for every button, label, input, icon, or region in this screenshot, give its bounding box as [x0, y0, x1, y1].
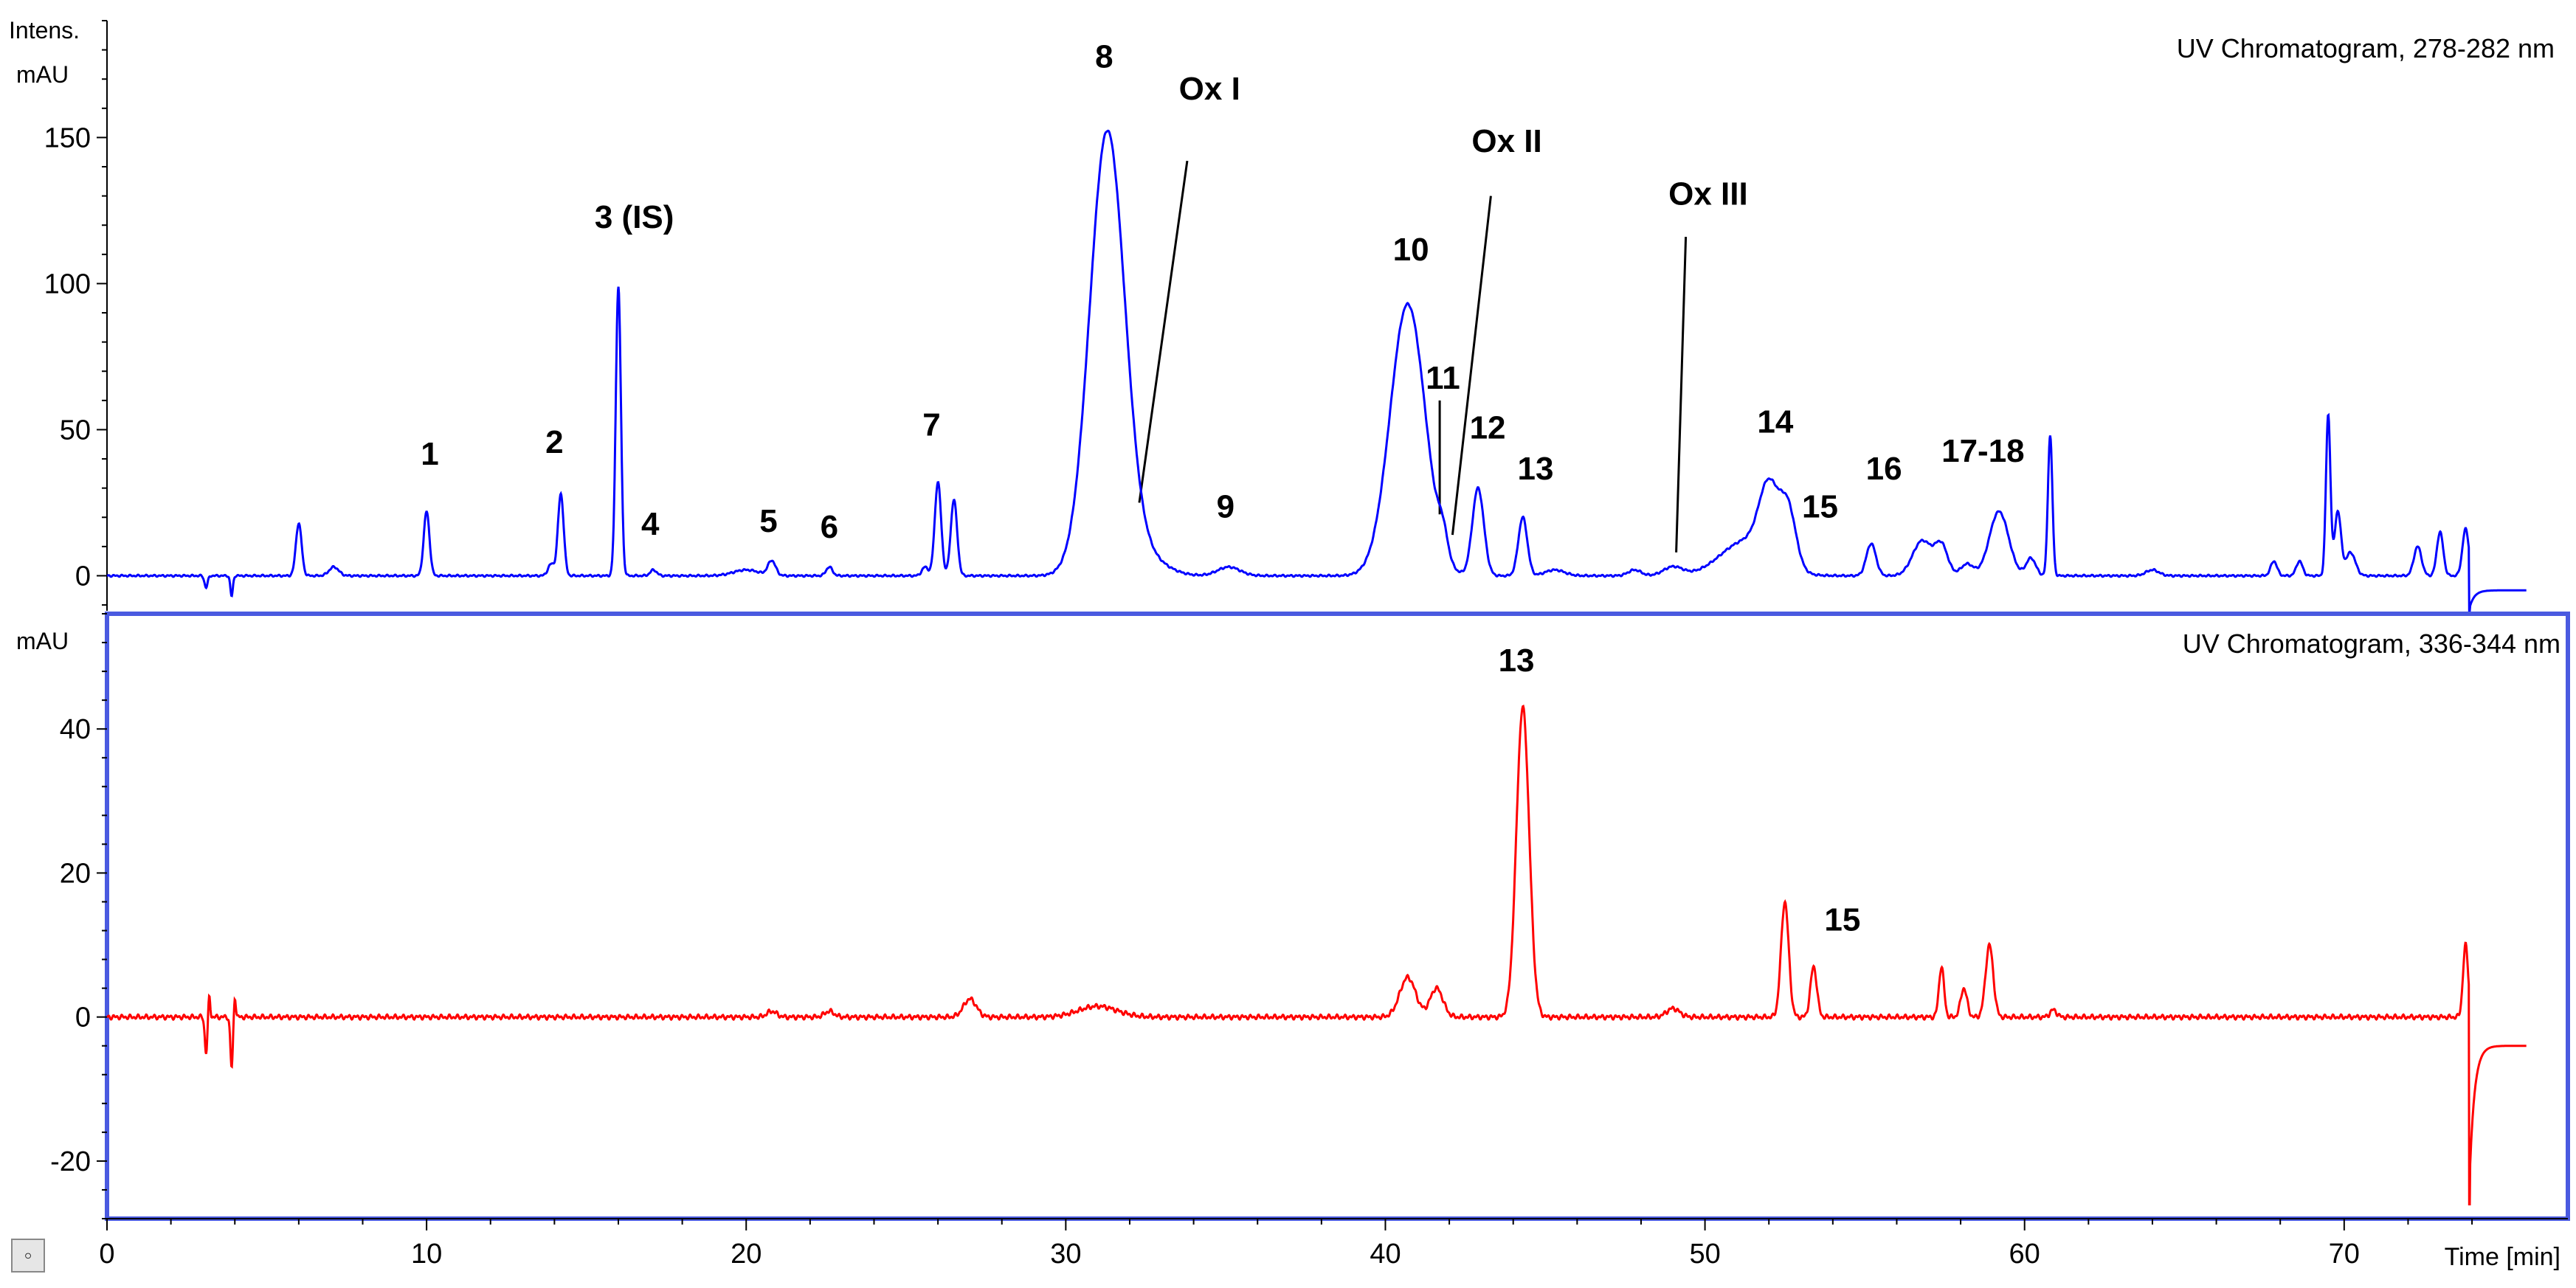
x-tick-label: 70 [2329, 1239, 2360, 1270]
top-trace-blue [106, 129, 2527, 612]
corner-widget-box[interactable] [11, 1239, 45, 1273]
corner-scroll-widget[interactable]: ◦ [11, 1239, 45, 1273]
peak-label: 3 (IS) [595, 199, 674, 235]
peak-label: 8 [1095, 38, 1113, 75]
peak-label: 13 [1518, 451, 1554, 487]
panel-top-278-282nm: 0 50 100 150 Intens. mAU UV Chromatogram, 2… [9, 17, 2555, 612]
x-axis: 0 10 20 30 40 50 60 70 Time [min] [99, 1218, 2568, 1271]
top-y-tick-label: 150 [44, 122, 91, 153]
peak-label: 10 [1393, 232, 1429, 268]
x-tick-label: 0 [99, 1239, 114, 1270]
leader-line [1138, 160, 1189, 503]
top-leader-lines [1138, 160, 1688, 553]
x-tick-label: 20 [731, 1239, 762, 1270]
top-panel-title: UV Chromatogram, 278-282 nm [2177, 33, 2555, 63]
peak-label: 17-18 [1941, 433, 2025, 469]
top-y-tick-label: 0 [75, 561, 91, 592]
bot-y-tick-label: 40 [60, 714, 91, 745]
top-y-ticks [97, 20, 107, 606]
panel-bottom-336-344nm: -20 0 20 40 mAU UV Chromatogram, 336-344 nm… [16, 612, 2570, 1221]
peak-label: 7 [922, 406, 940, 443]
peak-label: 16 [1866, 451, 1902, 487]
bot-y-tick-label: 0 [75, 1003, 91, 1033]
peak-label: 4 [641, 506, 660, 542]
peak-label: 13 [1499, 643, 1535, 679]
top-y-tick-label: 50 [60, 415, 91, 446]
bottom-trace-red [106, 704, 2527, 1205]
corner-widget-glyph: ◦ [22, 1246, 33, 1268]
peak-label: 15 [1802, 488, 1838, 524]
x-ticks [106, 1219, 2473, 1230]
bottom-ylabel: mAU [16, 628, 69, 654]
peak-label: Ox I [1179, 71, 1240, 107]
peak-label: 12 [1470, 409, 1506, 446]
peak-label: 1 [421, 436, 438, 472]
peak-label: 5 [759, 503, 777, 539]
peak-label: Ox II [1471, 123, 1541, 159]
top-y-tick-labels: 0 50 100 150 [44, 122, 91, 592]
peak-label: 2 [545, 424, 563, 460]
x-tick-label: 60 [2009, 1239, 2040, 1270]
x-tick-label: 10 [411, 1239, 442, 1270]
leader-line [1675, 237, 1688, 553]
bottom-y-tick-labels: -20 0 20 40 [50, 714, 91, 1177]
top-y-tick-label: 100 [44, 269, 91, 300]
bot-y-tick-label: -20 [50, 1146, 91, 1177]
x-tick-label: 30 [1050, 1239, 1081, 1270]
peak-label: 15 [1824, 902, 1860, 938]
top-ylabel-line1: Intens. [9, 17, 80, 44]
bottom-panel-frame [105, 612, 2570, 1221]
x-tick-labels: 0 10 20 30 40 50 60 70 [99, 1239, 2360, 1270]
top-ylabel-line2: mAU [16, 61, 69, 88]
bottom-panel-title: UV Chromatogram, 336-344 nm [2183, 629, 2561, 659]
peak-label: 6 [821, 509, 838, 545]
bottom-y-ticks [97, 613, 107, 1219]
peak-label: 14 [1757, 404, 1793, 440]
x-tick-label: 50 [1689, 1239, 1720, 1270]
leader-line [1451, 195, 1492, 536]
x-tick-label: 40 [1370, 1239, 1401, 1270]
bot-y-tick-label: 20 [60, 858, 91, 889]
peak-label: Ox III [1668, 176, 1748, 212]
x-axis-title: Time [min] [2445, 1243, 2561, 1271]
peak-label: 9 [1217, 488, 1235, 524]
bottom-peak-annotations: 13 15 [1499, 643, 1861, 938]
peak-label: 11 [1426, 360, 1460, 396]
